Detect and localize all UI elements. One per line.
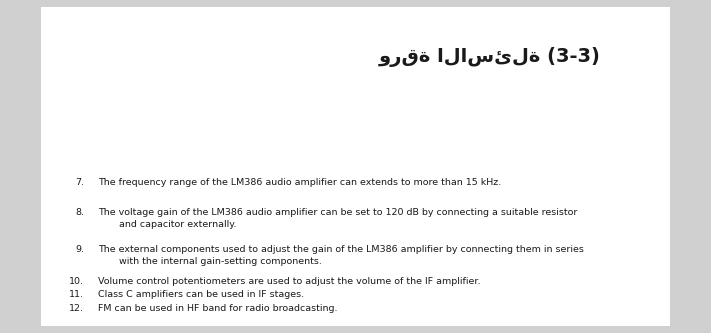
Text: The frequency range of the LM386 audio amplifier can extends to more than 15 kHz: The frequency range of the LM386 audio a… <box>98 178 501 187</box>
Text: Volume control potentiometers are used to adjust the volume of the IF amplifier.: Volume control potentiometers are used t… <box>98 277 481 286</box>
Text: 12.: 12. <box>69 304 84 313</box>
Text: 9.: 9. <box>75 245 84 254</box>
Text: ورقة الاسئلة (3-3): ورقة الاسئلة (3-3) <box>379 47 601 67</box>
Text: Class C amplifiers can be used in IF stages.: Class C amplifiers can be used in IF sta… <box>98 290 304 299</box>
Text: The external components used to adjust the gain of the LM386 amplifier by connec: The external components used to adjust t… <box>98 245 584 265</box>
Text: 11.: 11. <box>69 290 84 299</box>
Text: FM can be used in HF band for radio broadcasting.: FM can be used in HF band for radio broa… <box>98 304 338 313</box>
Text: 8.: 8. <box>75 208 84 217</box>
Text: 7.: 7. <box>75 178 84 187</box>
Text: The voltage gain of the LM386 audio amplifier can be set to 120 dB by connecting: The voltage gain of the LM386 audio ampl… <box>98 208 577 229</box>
Text: 10.: 10. <box>69 277 84 286</box>
